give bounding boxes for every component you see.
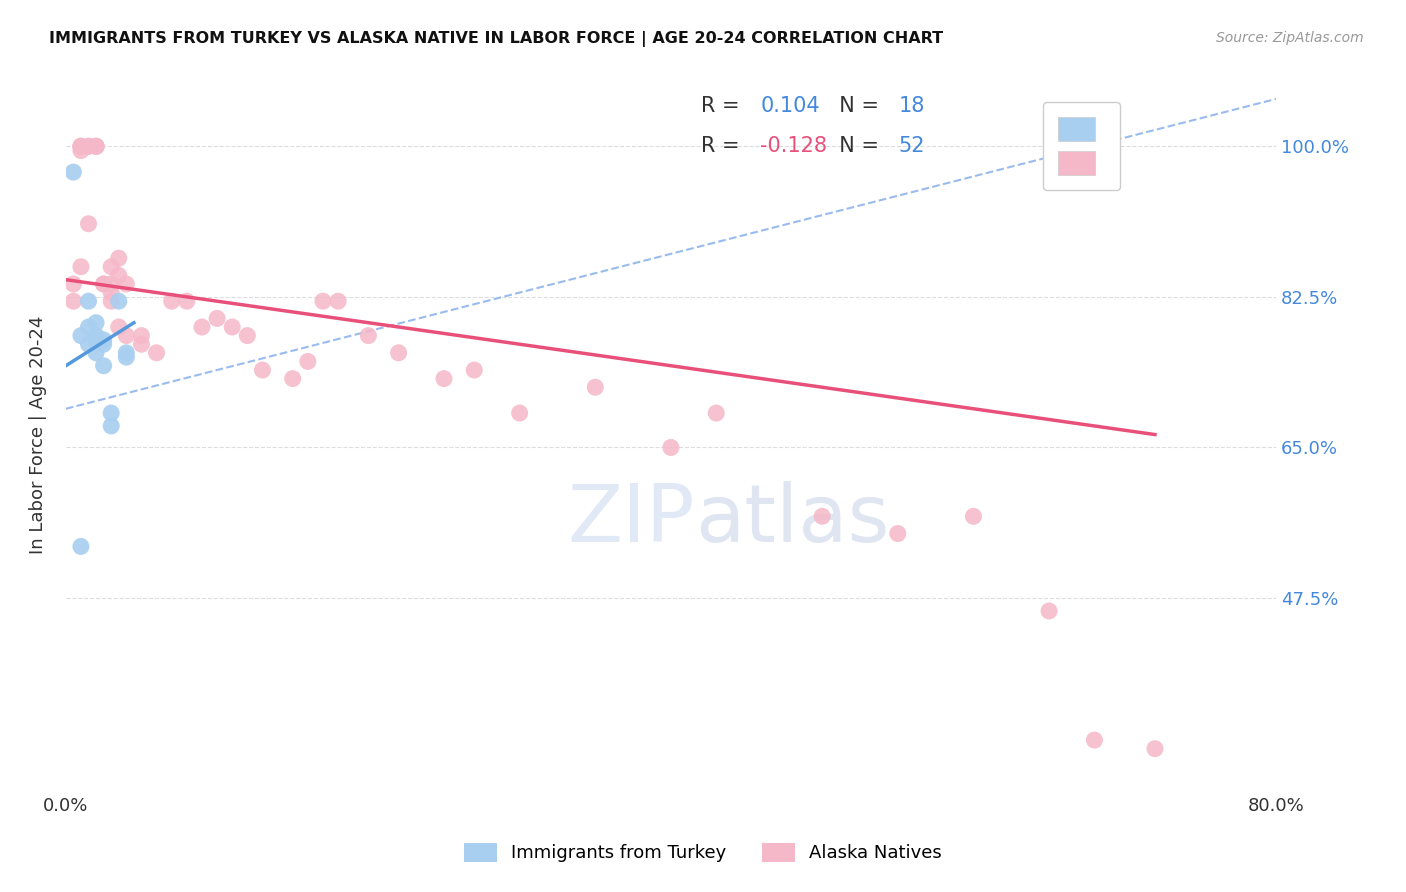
Text: 52: 52 bbox=[898, 136, 925, 156]
Point bbox=[77, 294, 100, 309]
Point bbox=[93, 359, 115, 373]
Point bbox=[70, 328, 93, 343]
Point bbox=[84, 139, 107, 153]
Point bbox=[62, 294, 84, 309]
Point bbox=[115, 328, 138, 343]
Y-axis label: In Labor Force | Age 20-24: In Labor Force | Age 20-24 bbox=[30, 316, 46, 554]
Text: -0.128: -0.128 bbox=[761, 136, 828, 156]
Point bbox=[93, 277, 115, 291]
Text: R =: R = bbox=[702, 136, 747, 156]
Point bbox=[93, 333, 115, 347]
Point bbox=[387, 346, 409, 360]
Point bbox=[70, 540, 93, 554]
Point bbox=[84, 333, 107, 347]
Point bbox=[77, 337, 100, 351]
Point bbox=[160, 294, 183, 309]
Point bbox=[145, 346, 167, 360]
Point bbox=[77, 320, 100, 334]
Point bbox=[77, 217, 100, 231]
Point bbox=[326, 294, 349, 309]
Point bbox=[433, 371, 456, 385]
Text: 0.104: 0.104 bbox=[761, 95, 820, 116]
Point bbox=[93, 277, 115, 291]
Point bbox=[1038, 604, 1060, 618]
Legend: , : , bbox=[1043, 103, 1121, 190]
Point bbox=[962, 509, 984, 524]
Point bbox=[70, 139, 93, 153]
Point bbox=[70, 139, 93, 153]
Point bbox=[77, 139, 100, 153]
Point bbox=[659, 441, 682, 455]
Point bbox=[1143, 741, 1166, 756]
Point bbox=[887, 526, 910, 541]
Point bbox=[100, 294, 122, 309]
Text: 18: 18 bbox=[898, 95, 925, 116]
Point bbox=[62, 165, 84, 179]
Legend: Immigrants from Turkey, Alaska Natives: Immigrants from Turkey, Alaska Natives bbox=[457, 836, 949, 870]
Point bbox=[312, 294, 335, 309]
Point bbox=[252, 363, 274, 377]
Point bbox=[176, 294, 198, 309]
Point bbox=[84, 328, 107, 343]
Point bbox=[1083, 733, 1105, 747]
Point bbox=[84, 139, 107, 153]
Point bbox=[221, 320, 243, 334]
Point bbox=[281, 371, 304, 385]
Point bbox=[205, 311, 228, 326]
Point bbox=[100, 419, 122, 434]
Point bbox=[704, 406, 727, 420]
Point bbox=[357, 328, 380, 343]
Point bbox=[236, 328, 259, 343]
Text: atlas: atlas bbox=[695, 482, 890, 559]
Point bbox=[115, 346, 138, 360]
Point bbox=[100, 406, 122, 420]
Point bbox=[191, 320, 214, 334]
Point bbox=[131, 337, 153, 351]
Point bbox=[77, 139, 100, 153]
Point bbox=[70, 139, 93, 153]
Text: Source: ZipAtlas.com: Source: ZipAtlas.com bbox=[1216, 31, 1364, 45]
Point bbox=[100, 285, 122, 300]
Point bbox=[107, 320, 129, 334]
Point bbox=[62, 277, 84, 291]
Point bbox=[297, 354, 319, 368]
Point bbox=[84, 316, 107, 330]
Point bbox=[107, 268, 129, 283]
Point bbox=[115, 277, 138, 291]
Point bbox=[100, 277, 122, 291]
Point bbox=[70, 260, 93, 274]
Point bbox=[100, 260, 122, 274]
Point bbox=[93, 337, 115, 351]
Point bbox=[131, 328, 153, 343]
Text: ZIP: ZIP bbox=[568, 482, 695, 559]
Point bbox=[811, 509, 834, 524]
Text: IMMIGRANTS FROM TURKEY VS ALASKA NATIVE IN LABOR FORCE | AGE 20-24 CORRELATION C: IMMIGRANTS FROM TURKEY VS ALASKA NATIVE … bbox=[49, 31, 943, 47]
Text: N =: N = bbox=[825, 136, 886, 156]
Text: N =: N = bbox=[825, 95, 886, 116]
Point bbox=[107, 251, 129, 265]
Point bbox=[463, 363, 485, 377]
Point bbox=[84, 346, 107, 360]
Point bbox=[84, 139, 107, 153]
Point bbox=[509, 406, 531, 420]
Point bbox=[70, 144, 93, 158]
Point bbox=[583, 380, 606, 394]
Text: R =: R = bbox=[702, 95, 747, 116]
Point bbox=[115, 350, 138, 364]
Point bbox=[107, 294, 129, 309]
